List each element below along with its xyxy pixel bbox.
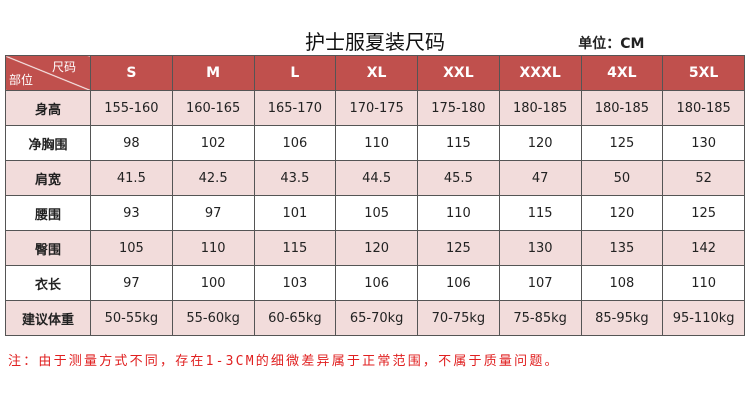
table-cell: 130 <box>498 230 582 266</box>
table-cell: 95-110kg <box>662 300 745 336</box>
table-cell: 135 <box>580 230 664 266</box>
table-cell: 102 <box>171 125 255 161</box>
table-cell: 60-65kg <box>253 300 337 336</box>
table-cell: 100 <box>171 265 255 301</box>
table-cell: 165-170 <box>253 90 337 126</box>
table-cell: 93 <box>90 195 173 231</box>
size-table: 护士服夏装尺码 单位：CM 尺码 部位 S M L XL XXL XXXL 4XL 5XL 身… <box>5 25 745 336</box>
table-cell: 98 <box>90 125 173 161</box>
corner-bottom: 部位 <box>9 73 34 87</box>
header-cell: M <box>171 55 255 91</box>
table-row: 肩宽 41.5 42.5 43.5 44.5 45.5 47 50 52 <box>5 160 745 196</box>
table-row: 衣长 97 100 103 106 106 107 108 110 <box>5 265 745 301</box>
row-label: 肩宽 <box>5 160 91 196</box>
table-cell: 106 <box>335 265 418 301</box>
table-cell: 108 <box>580 265 664 301</box>
header-cell: 5XL <box>662 55 745 91</box>
header-cell: XL <box>335 55 418 91</box>
table-cell: 105 <box>335 195 418 231</box>
row-label: 建议体重 <box>5 300 91 336</box>
table-cell: 41.5 <box>90 160 173 196</box>
table-cell: 125 <box>417 230 500 266</box>
table-cell: 180-185 <box>498 90 582 126</box>
table-cell: 50 <box>580 160 664 196</box>
unit: 单位：CM <box>578 36 645 52</box>
title: 护士服夏装尺码 <box>305 29 445 54</box>
table-cell: 115 <box>498 195 582 231</box>
table-cell: 160-165 <box>171 90 255 126</box>
row-label: 净胸围 <box>5 125 91 161</box>
table-cell: 120 <box>580 195 664 231</box>
header-cell: XXL <box>417 55 500 91</box>
row-label: 臀围 <box>5 230 91 266</box>
table-cell: 50-55kg <box>90 300 173 336</box>
table-cell: 52 <box>662 160 745 196</box>
table-cell: 120 <box>498 125 582 161</box>
table-cell: 142 <box>662 230 745 266</box>
row-label: 腰围 <box>5 195 91 231</box>
table-row: 腰围 93 97 101 105 110 115 120 125 <box>5 195 745 231</box>
table-cell: 97 <box>90 265 173 301</box>
table-row: 臀围 105 110 115 120 125 130 135 142 <box>5 230 745 266</box>
table-cell: 120 <box>335 230 418 266</box>
table-cell: 103 <box>253 265 337 301</box>
corner-top: 尺码 <box>51 60 76 74</box>
title-row: 护士服夏装尺码 单位：CM <box>5 25 745 56</box>
table-cell: 110 <box>335 125 418 161</box>
table-cell: 97 <box>171 195 255 231</box>
table-cell: 175-180 <box>417 90 500 126</box>
table-cell: 106 <box>253 125 337 161</box>
table-row: 净胸围 98 102 106 110 115 120 125 130 <box>5 125 745 161</box>
table-cell: 170-175 <box>335 90 418 126</box>
header-cell: XXXL <box>498 55 582 91</box>
table-cell: 105 <box>90 230 173 266</box>
header-row: 尺码 部位 S M L XL XXL XXXL 4XL 5XL <box>5 55 745 91</box>
table-cell: 125 <box>662 195 745 231</box>
table-cell: 155-160 <box>90 90 173 126</box>
table-cell: 75-85kg <box>498 300 582 336</box>
table-cell: 42.5 <box>171 160 255 196</box>
row-label: 身高 <box>5 90 91 126</box>
table-cell: 44.5 <box>335 160 418 196</box>
table-cell: 115 <box>253 230 337 266</box>
table-cell: 110 <box>171 230 255 266</box>
table-cell: 130 <box>662 125 745 161</box>
row-label: 衣长 <box>5 265 91 301</box>
table-cell: 47 <box>498 160 582 196</box>
table-cell: 101 <box>253 195 337 231</box>
header-cell: L <box>253 55 337 91</box>
corner-cell: 尺码 部位 <box>5 55 91 91</box>
table-row: 建议体重 50-55kg 55-60kg 60-65kg 65-70kg 70-75kg 7… <box>5 300 745 336</box>
table-cell: 107 <box>498 265 582 301</box>
table-cell: 115 <box>417 125 500 161</box>
table-cell: 65-70kg <box>335 300 418 336</box>
table-cell: 85-95kg <box>580 300 664 336</box>
table-cell: 180-185 <box>662 90 745 126</box>
table-cell: 180-185 <box>580 90 664 126</box>
table-cell: 70-75kg <box>417 300 500 336</box>
table-cell: 45.5 <box>417 160 500 196</box>
table-cell: 55-60kg <box>171 300 255 336</box>
note: 注：由于测量方式不同，存在1-3CM的细微差异属于正常范围，不属于质量问题。 <box>8 354 560 369</box>
header-cell: S <box>90 55 173 91</box>
table-cell: 106 <box>417 265 500 301</box>
title-cell: 护士服夏装尺码 单位：CM <box>5 25 745 56</box>
table-cell: 110 <box>662 265 745 301</box>
table-cell: 43.5 <box>253 160 337 196</box>
table-cell: 110 <box>417 195 500 231</box>
table-row: 身高 155-160 160-165 165-170 170-175 175-180 180… <box>5 90 745 126</box>
table-cell: 125 <box>580 125 664 161</box>
header-cell: 4XL <box>580 55 664 91</box>
